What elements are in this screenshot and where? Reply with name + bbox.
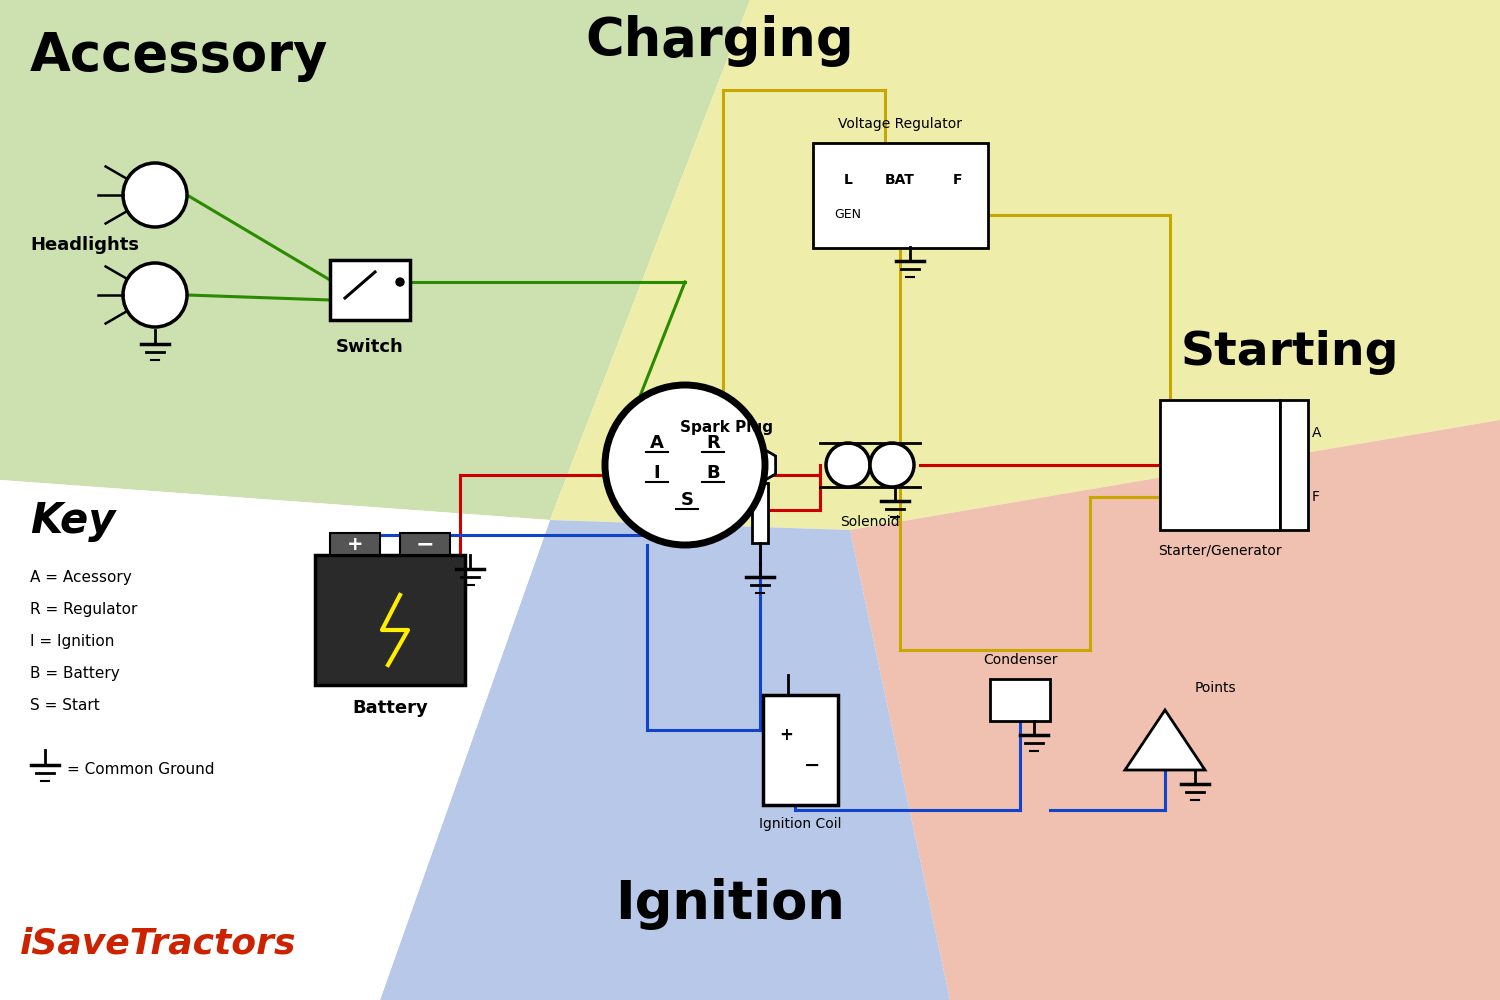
- Text: Battery: Battery: [352, 699, 428, 717]
- Bar: [330, 260, 410, 320]
- Bar: [1160, 400, 1280, 530]
- Bar: [330, 533, 380, 555]
- Text: F: F: [1312, 490, 1320, 504]
- Text: S: S: [681, 491, 693, 509]
- Bar: [813, 143, 988, 248]
- Text: L: L: [843, 173, 852, 187]
- Text: Charging: Charging: [585, 15, 855, 67]
- Circle shape: [396, 278, 404, 286]
- Text: I: I: [654, 464, 660, 482]
- Text: +: +: [778, 726, 794, 744]
- Circle shape: [827, 443, 870, 487]
- Circle shape: [123, 263, 188, 327]
- Text: −: −: [804, 756, 820, 774]
- Text: R: R: [706, 434, 720, 452]
- Text: Voltage Regulator: Voltage Regulator: [839, 117, 962, 131]
- Text: Starting: Starting: [1180, 330, 1400, 375]
- Bar: [752, 483, 768, 543]
- Text: F: F: [954, 173, 963, 187]
- Bar: [764, 695, 839, 805]
- Text: Points: Points: [1196, 681, 1236, 695]
- Text: Accessory: Accessory: [30, 30, 328, 82]
- Text: +: +: [346, 534, 363, 554]
- Text: iSaveTractors: iSaveTractors: [20, 926, 297, 960]
- Circle shape: [604, 385, 765, 545]
- Text: Switch: Switch: [336, 338, 404, 356]
- Text: A = Acessory: A = Acessory: [30, 570, 132, 585]
- Bar: [400, 533, 450, 555]
- Text: Spark Plug: Spark Plug: [680, 420, 772, 435]
- Text: A: A: [1312, 426, 1322, 440]
- Text: Headlights: Headlights: [30, 236, 140, 254]
- Polygon shape: [850, 420, 1500, 1000]
- Circle shape: [123, 163, 188, 227]
- Text: GEN: GEN: [834, 209, 861, 222]
- Text: = Common Ground: = Common Ground: [68, 762, 214, 778]
- Text: −: −: [416, 534, 435, 554]
- Polygon shape: [380, 520, 950, 1000]
- Text: A: A: [650, 434, 664, 452]
- Text: Ignition Coil: Ignition Coil: [759, 817, 842, 831]
- Text: Key: Key: [30, 500, 115, 542]
- Text: Solenoid: Solenoid: [840, 515, 900, 529]
- Text: I = Ignition: I = Ignition: [30, 634, 114, 649]
- Bar: [1280, 400, 1308, 530]
- Text: Starter/Generator: Starter/Generator: [1158, 544, 1282, 558]
- Polygon shape: [0, 0, 750, 520]
- Text: BAT: BAT: [885, 173, 915, 187]
- Text: R = Regulator: R = Regulator: [30, 602, 138, 617]
- Text: S = Start: S = Start: [30, 698, 99, 713]
- Circle shape: [870, 443, 913, 487]
- Bar: [990, 679, 1050, 721]
- Text: B: B: [706, 464, 720, 482]
- Polygon shape: [744, 447, 776, 483]
- Text: B = Battery: B = Battery: [30, 666, 120, 681]
- Polygon shape: [0, 480, 550, 1000]
- Bar: [315, 555, 465, 685]
- Polygon shape: [1125, 710, 1204, 770]
- Text: Ignition: Ignition: [615, 878, 844, 930]
- Polygon shape: [550, 0, 1500, 530]
- Text: Condenser: Condenser: [982, 653, 1058, 667]
